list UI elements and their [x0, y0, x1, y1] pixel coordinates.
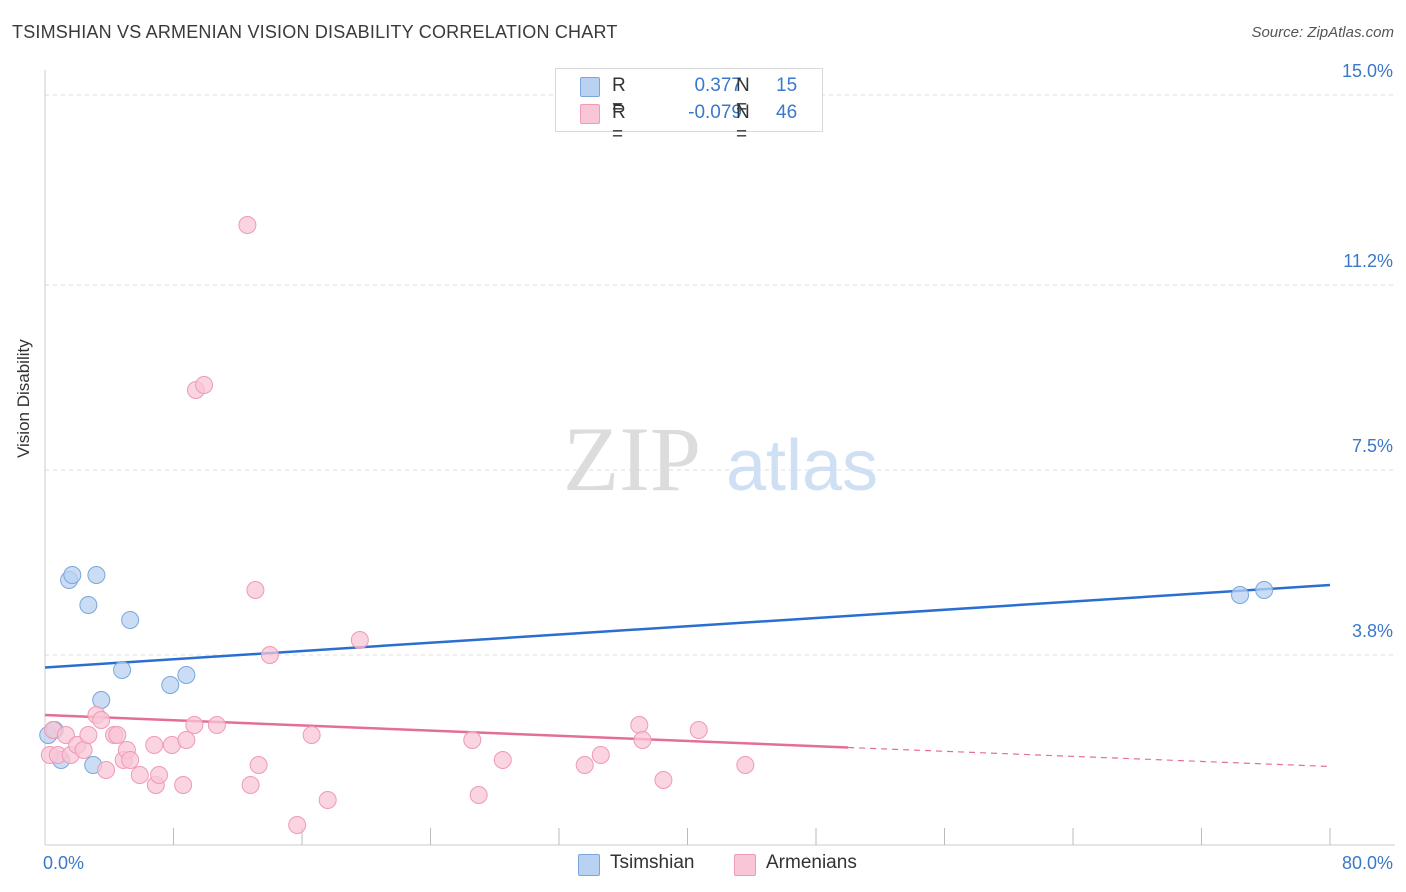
tsimshian-point [79, 596, 98, 614]
armenians-point [469, 786, 488, 804]
tsimshian-point [121, 611, 140, 629]
tsimshian-point [87, 566, 106, 584]
tsimshian-point [177, 666, 196, 684]
armenians-point [92, 711, 111, 729]
legend-r-value: -0.079 [688, 102, 742, 123]
armenians-point [108, 726, 127, 744]
legend-r-label: R = [612, 75, 626, 118]
armenians-point [241, 776, 260, 794]
armenians-point [493, 751, 512, 769]
armenians-point [736, 756, 755, 774]
tsimshian-point [1231, 586, 1250, 604]
legend-n-label: N = [736, 102, 750, 145]
tsimshian-swatch [580, 77, 600, 97]
armenians-point [79, 726, 98, 744]
y-tick-label: 3.8% [1352, 621, 1393, 641]
armenians-point [288, 816, 307, 834]
armenians-point [591, 746, 610, 764]
armenians-swatch [580, 104, 600, 124]
armenians-point [350, 631, 369, 649]
tsimshian-legend-swatch [578, 854, 600, 876]
watermark-atlas: atlas [726, 426, 878, 506]
legend-n-label: N = [736, 75, 750, 118]
y-tick-label: 7.5% [1352, 436, 1393, 456]
armenians-legend-swatch [734, 854, 756, 876]
tsimshian-point [63, 566, 82, 584]
armenians-point [302, 726, 321, 744]
armenians-point [630, 716, 649, 734]
armenians-point [318, 791, 337, 809]
armenians-point [56, 726, 75, 744]
armenians-point [260, 646, 279, 664]
stats-legend: R = 0.377 N = 15 R = -0.079 N = 46 [555, 68, 823, 145]
source-label: Source: ZipAtlas.com [1251, 24, 1394, 41]
armenians-point [174, 776, 193, 794]
legend-n-value: 15 [776, 75, 798, 96]
armenians-point [97, 761, 116, 779]
armenians-point [689, 721, 708, 739]
armenians-point [150, 766, 169, 784]
y-axis-label: Vision Disability [14, 339, 33, 458]
trend-layer [44, 583, 1331, 768]
y-tick-label: 11.2% [1343, 251, 1393, 271]
armenians-point [185, 716, 204, 734]
armenians-point [145, 736, 164, 754]
legend-n-value: 46 [776, 102, 798, 123]
armenians-point [238, 216, 257, 234]
tsimshian-legend-label: Tsimshian [610, 852, 695, 873]
tsimshian-trend-line [44, 583, 1331, 669]
axis-layer: 3.8% 7.5% 11.2% 15.0% 0.0% 80.0% [43, 61, 1395, 873]
armenians-point [463, 731, 482, 749]
armenians-point [246, 581, 265, 599]
armenians-point [121, 751, 140, 769]
grid-layer [45, 94, 1395, 656]
armenians-point [575, 756, 594, 774]
tsimshian-point [1255, 581, 1274, 599]
chart-title: TSIMSHIAN VS ARMENIAN VISION DISABILITY … [12, 22, 618, 42]
armenians-point [74, 741, 93, 759]
watermark-zip: ZIP [563, 408, 701, 510]
tsimshian-point [113, 661, 132, 679]
tsimshian-point [161, 676, 180, 694]
points-layer [39, 216, 1274, 834]
x-tick-label-max: 80.0% [1342, 853, 1393, 873]
legend-r-value: 0.377 [694, 75, 742, 96]
tsimshian-point [92, 691, 111, 709]
armenians-point [195, 376, 214, 394]
armenians-point [177, 731, 196, 749]
armenians-point [207, 716, 226, 734]
armenians-legend-label: Armenians [766, 852, 857, 873]
y-tick-label: 15.0% [1342, 61, 1393, 81]
armenians-point [130, 766, 149, 784]
armenians-point [654, 771, 673, 789]
x-tick-label-min: 0.0% [43, 853, 84, 873]
legend-r-label: R = [612, 102, 626, 145]
watermark: ZIP atlas [563, 408, 878, 510]
armenians-point [249, 756, 268, 774]
armenians-trend-line [44, 713, 849, 749]
armenians-point [633, 731, 652, 749]
armenians-trend-extension [848, 746, 1331, 768]
